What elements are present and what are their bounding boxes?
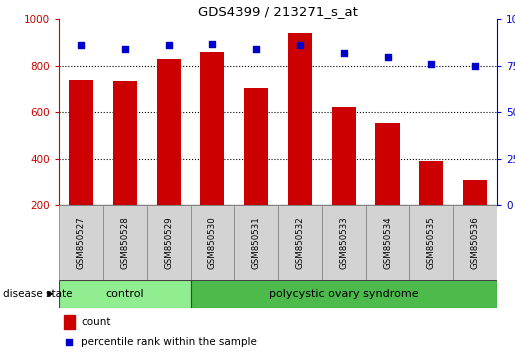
Bar xyxy=(453,205,497,280)
Text: control: control xyxy=(106,289,144,299)
Text: GSM850532: GSM850532 xyxy=(296,216,304,269)
Bar xyxy=(103,205,147,280)
Text: GSM850533: GSM850533 xyxy=(339,216,348,269)
Point xyxy=(383,54,391,59)
Text: disease state: disease state xyxy=(3,289,72,299)
Bar xyxy=(147,205,191,280)
Bar xyxy=(234,205,278,280)
Text: polycystic ovary syndrome: polycystic ovary syndrome xyxy=(269,289,419,299)
Point xyxy=(471,63,479,69)
Bar xyxy=(59,205,103,280)
Bar xyxy=(191,205,234,280)
Bar xyxy=(409,205,453,280)
Text: GSM850530: GSM850530 xyxy=(208,216,217,269)
Bar xyxy=(64,315,75,329)
Text: count: count xyxy=(81,317,111,327)
Point xyxy=(427,61,435,67)
Text: GSM850535: GSM850535 xyxy=(427,216,436,269)
Bar xyxy=(288,33,312,205)
Point xyxy=(77,42,85,48)
Bar xyxy=(278,205,322,280)
Bar xyxy=(419,161,443,205)
Bar xyxy=(69,80,93,205)
Bar xyxy=(366,205,409,280)
Text: GSM850527: GSM850527 xyxy=(77,216,85,269)
Bar xyxy=(332,107,356,205)
Text: GSM850528: GSM850528 xyxy=(121,216,129,269)
Bar xyxy=(59,280,191,308)
Text: GSM850536: GSM850536 xyxy=(471,216,479,269)
Point xyxy=(252,46,260,52)
Bar xyxy=(463,180,487,205)
Point xyxy=(208,41,216,46)
Bar xyxy=(322,205,366,280)
Point xyxy=(339,50,348,56)
Text: GSM850531: GSM850531 xyxy=(252,216,261,269)
Point xyxy=(296,42,304,48)
Bar xyxy=(244,88,268,205)
Bar xyxy=(375,123,400,205)
Text: GSM850529: GSM850529 xyxy=(164,216,173,269)
Title: GDS4399 / 213271_s_at: GDS4399 / 213271_s_at xyxy=(198,5,358,18)
Point xyxy=(164,42,173,48)
Point xyxy=(65,339,74,345)
Bar xyxy=(113,81,137,205)
Bar xyxy=(191,280,497,308)
Bar xyxy=(200,52,225,205)
Point xyxy=(121,46,129,52)
Text: percentile rank within the sample: percentile rank within the sample xyxy=(81,337,257,347)
Text: GSM850534: GSM850534 xyxy=(383,216,392,269)
Bar xyxy=(157,59,181,205)
